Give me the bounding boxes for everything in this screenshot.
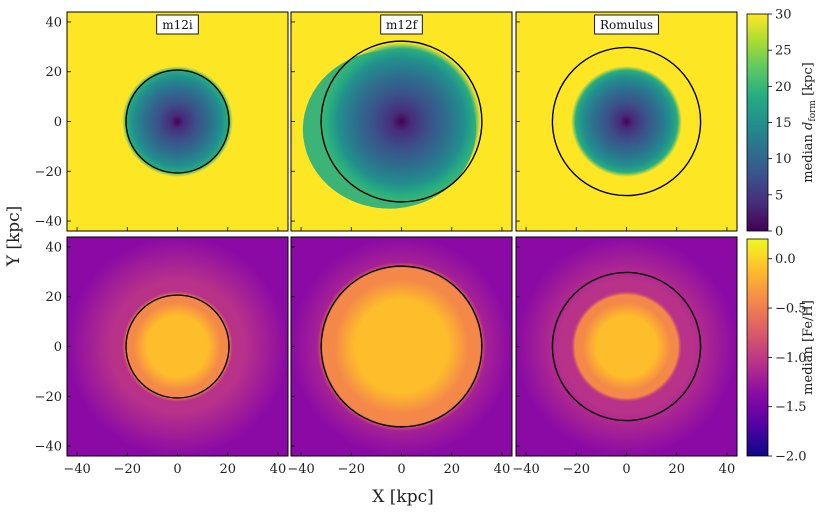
y-tick-label: 40: [45, 240, 62, 255]
heatmap-disk: [571, 66, 682, 177]
y-tick-label: 20: [45, 290, 62, 305]
panel-label: m12f: [380, 14, 423, 35]
x-tick-label: −20: [114, 462, 141, 477]
heatmap-disk: [317, 262, 486, 431]
axis-labels: X [kpc] Y [kpc]: [4, 206, 434, 507]
x-tick-label: −40: [287, 462, 314, 477]
x-tick-label: 20: [219, 462, 236, 477]
panel-m12i-FeH: −40 −20 0 20 40 −40 −20 0 20 40: [35, 236, 289, 477]
svg-text:m12f: m12f: [386, 18, 419, 32]
x-tick-label: 40: [494, 462, 511, 477]
x-tick-label: 20: [443, 462, 460, 477]
y-tick-label: −40: [35, 215, 62, 230]
panel-Romulus-dform: Romulus: [515, 11, 738, 232]
y-tick-label: 40: [45, 15, 62, 30]
y-tick-label: −20: [35, 390, 62, 405]
colorbar-tick-label: 20: [775, 80, 792, 95]
heatmap-disk: [571, 291, 682, 402]
x-tick-label: 40: [270, 462, 287, 477]
panel-m12f-FeH: −40 −20 0 20 40: [287, 236, 513, 477]
colorbar-tick-label: 0: [775, 225, 783, 240]
x-axis-title: X [kpc]: [372, 487, 433, 507]
colorbar-tick-label: 30: [775, 8, 792, 23]
colorbar-FeH: −2.0 −1.5 −1.0 −0.5 0.0 median [Fe/H]: [746, 238, 816, 465]
colorbars: 0 5 10 15 20 25 30 median dform [kpc] −2.0 −1.5 −1…: [746, 8, 818, 465]
heatmap-disk: [122, 291, 233, 402]
radius-circle: [551, 46, 702, 197]
x-tick-label: 0: [397, 462, 405, 477]
heatmap-disk: [122, 66, 233, 177]
y-tick-label: 0: [54, 115, 62, 130]
y-tick-label: −40: [35, 440, 62, 455]
x-tick-label: −40: [512, 462, 539, 477]
colorbar-tick-label: 10: [775, 152, 792, 167]
x-tick-label: 0: [173, 462, 181, 477]
panel-m12f-dform: m12f: [290, 11, 513, 232]
x-tick-label: −20: [338, 462, 365, 477]
x-tick-label: −40: [63, 462, 90, 477]
radius-circle: [320, 265, 483, 428]
colorbar-tick-label: −1.0: [775, 351, 807, 366]
x-tick-label: −20: [563, 462, 590, 477]
radius-circle: [125, 294, 230, 399]
y-tick-label: −20: [35, 165, 62, 180]
y-tick-label: 20: [45, 65, 62, 80]
y-tick-label: 0: [54, 340, 62, 355]
colorbar-title: median dform [kpc]: [801, 62, 818, 182]
panel-label: Romulus: [594, 14, 659, 35]
y-axis-title: Y [kpc]: [4, 206, 24, 268]
radius-circle: [320, 40, 483, 203]
radius-circle: [125, 69, 230, 174]
x-tick-label: 0: [622, 462, 630, 477]
panel-label: m12i: [156, 14, 199, 35]
colorbar-tick-label: −2.0: [775, 450, 807, 465]
svg-text:m12i: m12i: [162, 18, 193, 32]
panel-Romulus-FeH: −40 −20 0 20 40: [512, 236, 738, 477]
colorbar-tick-label: −0.5: [775, 302, 807, 317]
colorbar-title: median [Fe/H]: [801, 300, 816, 395]
panel-m12i-dform: m12i −40 −20 0 20 40: [35, 11, 289, 232]
colorbar-tick-label: 25: [775, 44, 792, 59]
colorbar-tick-label: 5: [775, 188, 783, 203]
radius-circle: [551, 271, 702, 422]
heatmap-disk: [322, 42, 481, 201]
svg-text:Romulus: Romulus: [600, 18, 653, 32]
x-tick-label: 20: [668, 462, 685, 477]
colorbar-dform: 0 5 10 15 20 25 30 median dform [kpc]: [746, 8, 818, 240]
x-tick-label: 40: [719, 462, 736, 477]
colorbar-tick-label: 15: [775, 116, 792, 131]
colorbar-tick-label: −1.5: [775, 400, 807, 415]
colorbar-tick-label: 0.0: [775, 252, 796, 267]
